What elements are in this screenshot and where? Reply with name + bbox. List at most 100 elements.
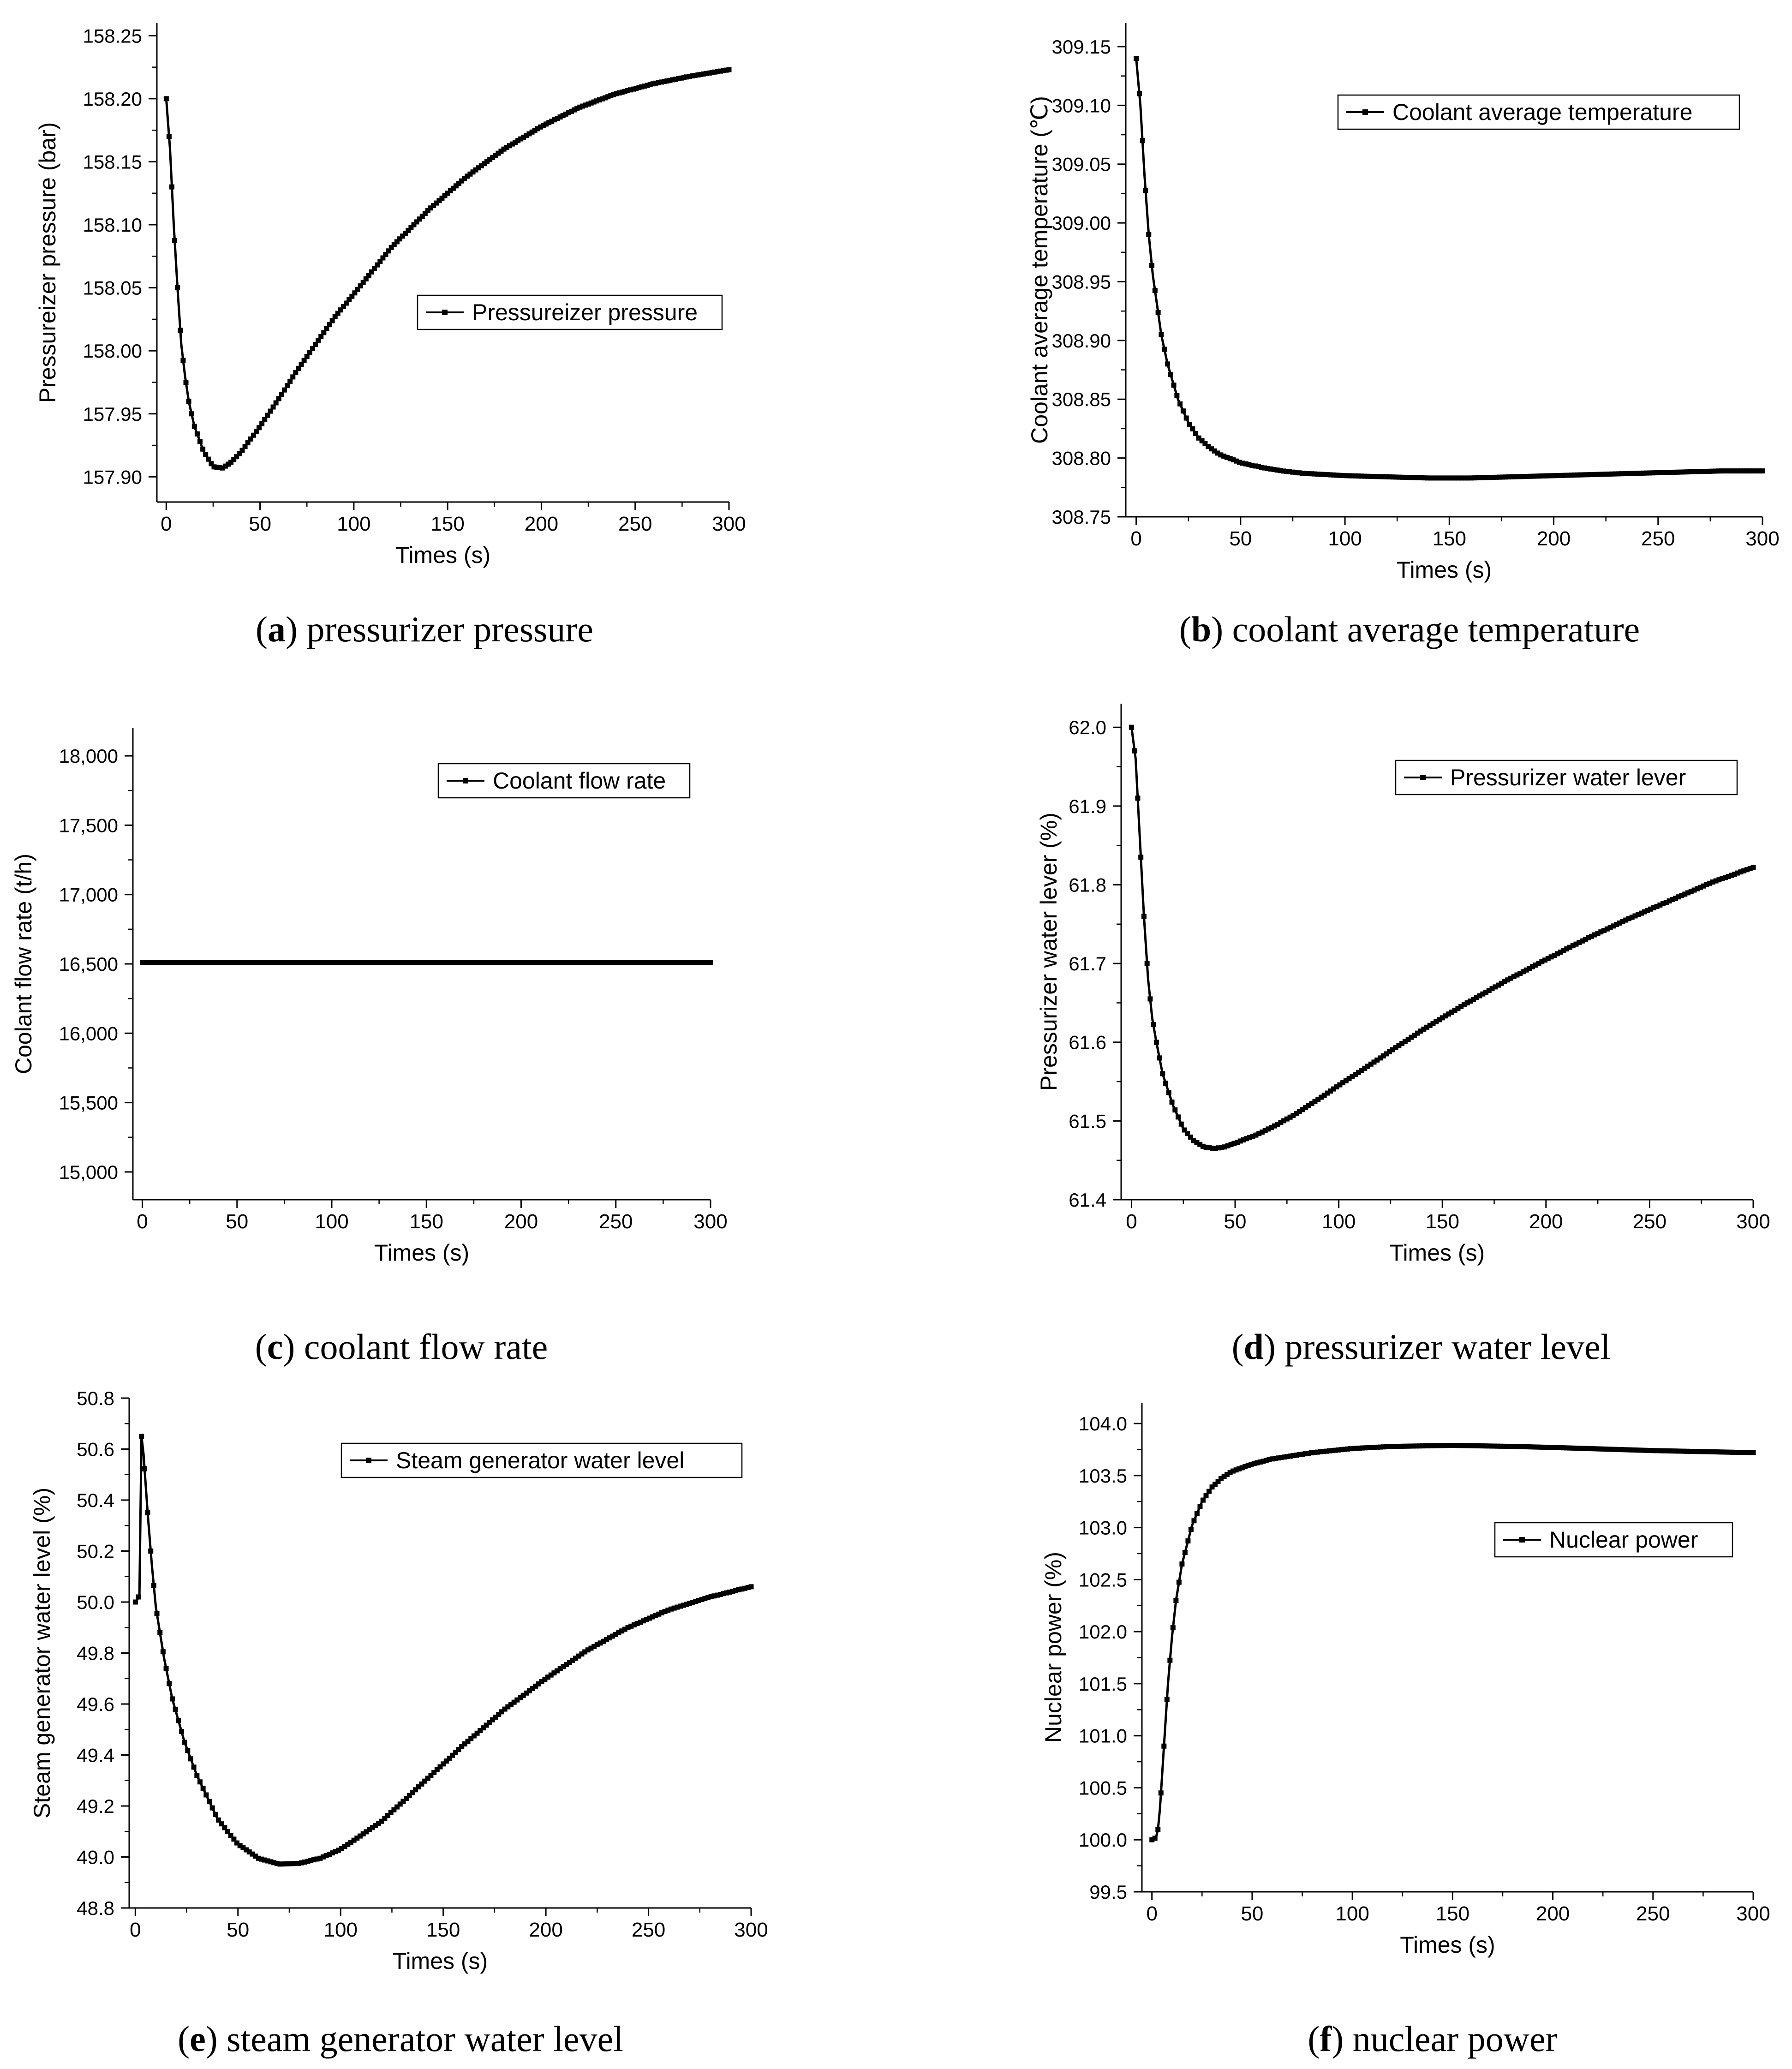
data-point <box>1165 361 1170 367</box>
data-point <box>151 1583 156 1588</box>
data-point <box>1682 891 1688 897</box>
data-point <box>400 1799 406 1804</box>
x-tick-label: 50 <box>226 1210 248 1233</box>
data-point <box>169 184 175 190</box>
data-point <box>693 960 699 965</box>
legend-box <box>1395 759 1738 795</box>
data-point <box>509 960 514 965</box>
data-point <box>301 358 307 363</box>
data-point <box>418 960 424 965</box>
data-point <box>1378 474 1383 479</box>
data-point <box>1601 927 1607 933</box>
data-point <box>543 960 549 965</box>
data-point <box>1567 945 1572 950</box>
data-point <box>518 136 524 142</box>
data-point <box>1384 1051 1389 1057</box>
data-point <box>253 1854 258 1859</box>
data-point <box>1194 1511 1200 1516</box>
data-point <box>1402 1039 1408 1044</box>
data-point <box>1735 870 1740 876</box>
data-point <box>1312 471 1317 477</box>
data-point <box>1227 1470 1233 1476</box>
data-point <box>1542 957 1548 963</box>
data-point <box>460 960 466 965</box>
data-point <box>1365 473 1371 479</box>
data-point <box>1237 1138 1243 1144</box>
data-point <box>1262 1128 1268 1133</box>
data-point <box>1210 1145 1215 1151</box>
data-point <box>616 90 622 96</box>
data-point <box>1241 1137 1246 1142</box>
data-point <box>566 110 571 115</box>
data-point <box>650 1614 655 1620</box>
data-point <box>293 960 299 965</box>
data-point <box>671 960 676 965</box>
data-point <box>563 111 568 117</box>
data-point <box>237 1843 243 1848</box>
data-point <box>625 1625 631 1630</box>
data-point <box>395 960 401 965</box>
data-point <box>557 960 563 965</box>
data-point <box>1227 456 1233 461</box>
data-point <box>1342 1447 1347 1452</box>
data-point <box>1334 1084 1339 1090</box>
data-point <box>1644 470 1649 476</box>
data-point <box>1300 1107 1305 1112</box>
data-point <box>1747 468 1753 474</box>
data-point <box>259 421 265 426</box>
data-point <box>1579 938 1585 944</box>
data-point <box>317 1855 323 1861</box>
data-point <box>1627 1447 1633 1453</box>
data-point <box>316 960 321 965</box>
x-tick-label: 50 <box>1224 1210 1247 1233</box>
data-point <box>653 80 658 86</box>
data-point <box>398 960 404 965</box>
data-point <box>1477 993 1482 999</box>
data-point <box>1450 475 1455 481</box>
data-point <box>239 960 245 965</box>
data-point <box>654 960 659 965</box>
data-point <box>517 960 523 965</box>
data-point <box>1564 946 1570 952</box>
data-point <box>481 161 487 167</box>
panel-a: 0 50 100 150 200 250 300 157.90 157.95 158.00 158.… <box>35 23 746 649</box>
data-point <box>1744 1450 1750 1455</box>
data-point <box>391 1807 397 1812</box>
data-point <box>1400 474 1405 480</box>
data-point <box>1478 475 1483 480</box>
data-point <box>1182 1127 1187 1133</box>
data-point <box>1244 1136 1249 1142</box>
data-point <box>411 222 417 227</box>
data-point <box>1576 1446 1582 1451</box>
data-point <box>588 1645 594 1651</box>
data-point <box>1537 1444 1542 1450</box>
data-point <box>274 1861 280 1866</box>
data-point <box>1188 1134 1193 1140</box>
data-point <box>1735 1450 1741 1455</box>
data-point <box>1272 1123 1277 1129</box>
data-point <box>1143 188 1148 193</box>
data-point <box>1215 1479 1221 1484</box>
data-point <box>1348 1446 1353 1452</box>
data-point <box>1441 1443 1446 1448</box>
x-axis-label: Times (s) <box>1397 557 1492 583</box>
data-point <box>496 1712 502 1717</box>
y-tick-label: 103.0 <box>1079 1517 1127 1539</box>
data-point <box>341 960 347 965</box>
data-point <box>265 1858 270 1864</box>
data-point <box>533 1683 538 1689</box>
data-point <box>1582 1446 1588 1451</box>
data-point <box>1661 901 1666 906</box>
data-point <box>257 425 262 431</box>
y-tick-label: 157.90 <box>83 466 142 488</box>
caption-text: ) pressurizer pressure <box>286 609 593 649</box>
data-point <box>563 960 568 965</box>
x-tick-label: 250 <box>618 513 652 535</box>
data-point <box>475 960 480 965</box>
data-point <box>1266 1126 1271 1132</box>
data-point <box>1314 1449 1320 1455</box>
data-point <box>600 96 605 102</box>
data-point <box>1507 1444 1512 1449</box>
data-point <box>169 1696 175 1702</box>
data-point <box>1390 1047 1395 1052</box>
